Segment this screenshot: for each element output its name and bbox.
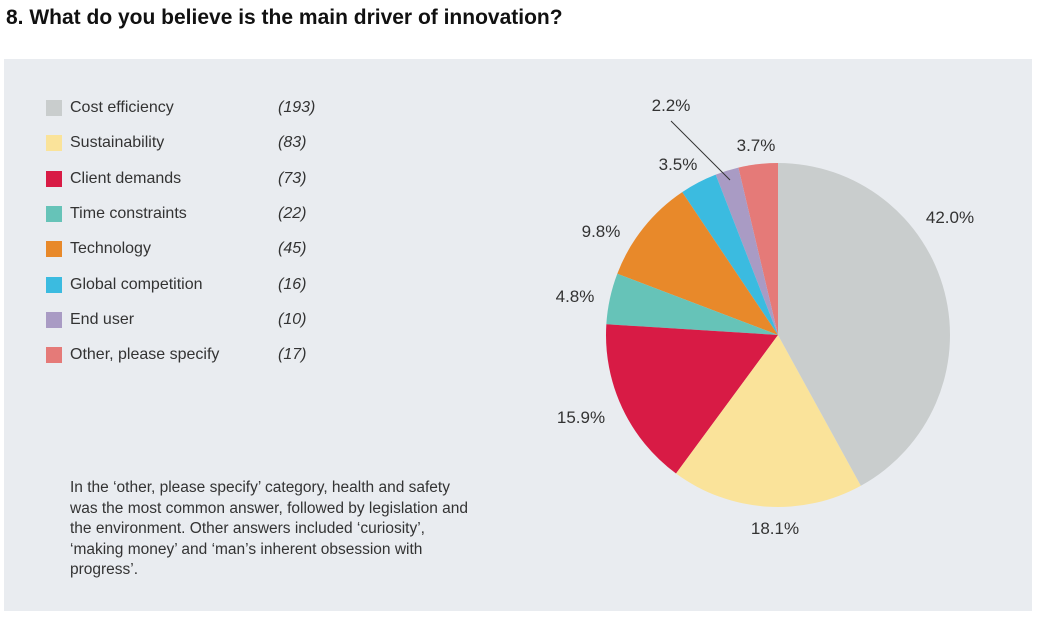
legend-swatch bbox=[46, 100, 62, 116]
legend-item: Global competition (16) bbox=[46, 275, 306, 295]
legend-item: Technology (45) bbox=[46, 239, 306, 259]
slice-label: 15.9% bbox=[556, 408, 606, 427]
slice-label: 4.8% bbox=[555, 287, 595, 306]
legend-item: Sustainability (83) bbox=[46, 133, 306, 153]
pie-slice bbox=[715, 167, 778, 335]
pie-slice bbox=[778, 163, 950, 486]
chart-title: 8. What do you believe is the main drive… bbox=[6, 6, 563, 29]
slice-label: 2.2% bbox=[651, 96, 691, 115]
legend-count: (193) bbox=[278, 99, 316, 116]
legend-swatch bbox=[46, 135, 62, 152]
pie-slice bbox=[606, 273, 778, 335]
slice-label: 42.0% bbox=[925, 208, 975, 227]
legend-swatch bbox=[46, 311, 62, 328]
legend-swatch bbox=[46, 241, 62, 258]
legend-item: Other, please specify (17) bbox=[46, 345, 306, 365]
legend-label: Cost efficiency bbox=[70, 99, 174, 116]
legend-label: Global competition bbox=[70, 275, 203, 293]
legend-label: Other, please specify bbox=[70, 346, 220, 364]
legend-count: (17) bbox=[278, 346, 307, 364]
legend-item: Time constraints (22) bbox=[46, 204, 306, 224]
footnote: In the ‘other, please specify’ category,… bbox=[70, 479, 469, 578]
slice-label: 3.7% bbox=[736, 136, 776, 155]
pie-slice bbox=[606, 324, 778, 474]
slice-label: 9.8% bbox=[581, 222, 621, 241]
legend-count: (83) bbox=[278, 134, 307, 152]
legend-label: Time constraints bbox=[70, 204, 187, 222]
legend-label: End user bbox=[70, 310, 135, 328]
legend-swatch bbox=[46, 205, 62, 222]
legend-swatch bbox=[46, 347, 62, 364]
slice-label: 3.5% bbox=[658, 155, 698, 174]
legend-label: Technology bbox=[70, 240, 151, 258]
legend-swatch bbox=[46, 170, 62, 187]
pie-slice bbox=[617, 192, 778, 335]
legend-count: (10) bbox=[278, 310, 307, 328]
leader-line-end-user bbox=[670, 120, 731, 181]
pie-slice bbox=[676, 335, 861, 508]
slice-label: 18.1% bbox=[750, 519, 800, 538]
legend-count: (22) bbox=[278, 204, 307, 222]
legend-item: End user (10) bbox=[46, 310, 306, 330]
legend-swatch bbox=[46, 276, 62, 293]
legend-item: Client demands (73) bbox=[46, 169, 306, 189]
legend-count: (45) bbox=[278, 240, 307, 258]
pie-slice bbox=[738, 163, 778, 335]
legend-count: (73) bbox=[278, 169, 307, 187]
legend-label: Sustainability bbox=[70, 134, 165, 152]
legend-count: (16) bbox=[278, 275, 307, 293]
legend-label: Client demands bbox=[70, 169, 182, 187]
pie-slice bbox=[682, 174, 778, 335]
legend-item: Cost efficiency (193) bbox=[46, 98, 315, 118]
